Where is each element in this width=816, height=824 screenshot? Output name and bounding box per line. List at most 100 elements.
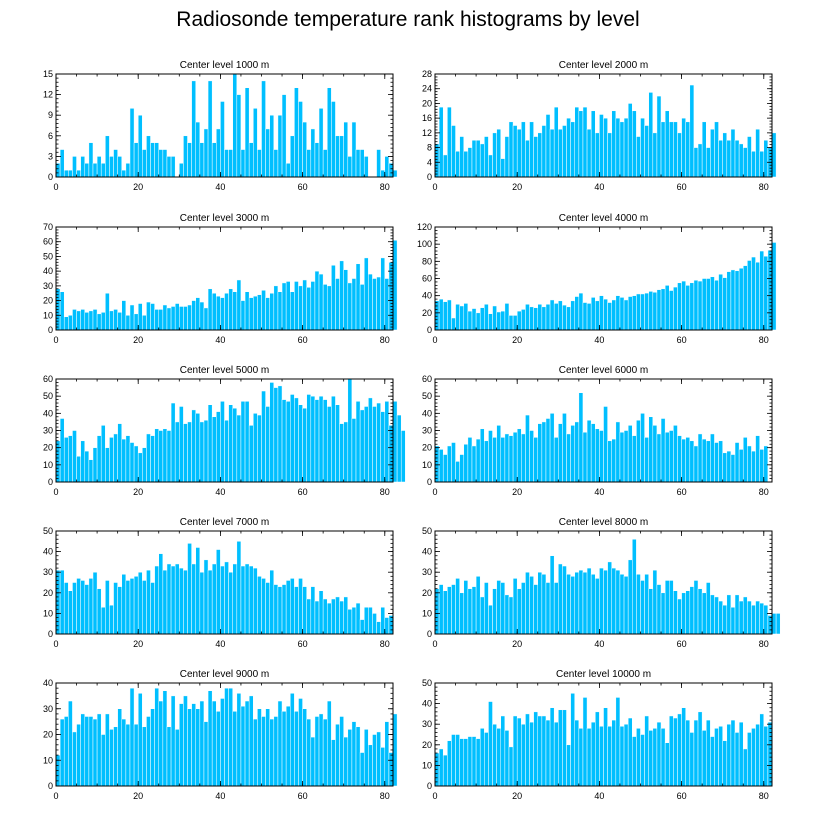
histogram-bar: [611, 299, 617, 331]
histogram-bar: [595, 428, 600, 483]
histogram-bar: [734, 270, 740, 331]
histogram-bar: [199, 700, 205, 787]
histogram-bar: [129, 108, 135, 178]
histogram-bar: [475, 438, 481, 483]
histogram-bar: [574, 421, 580, 483]
histogram-bar: [183, 569, 188, 635]
histogram-bar: [660, 288, 666, 331]
histogram-bar: [693, 445, 699, 483]
histogram-bar: [220, 297, 225, 331]
histogram-bar: [632, 538, 637, 635]
histogram-bar: [191, 563, 196, 635]
histogram-bar: [277, 114, 283, 178]
histogram-bar: [88, 459, 94, 483]
histogram-bar: [100, 606, 106, 635]
histogram-bar: [290, 135, 295, 178]
histogram-bar: [652, 728, 658, 787]
histogram-bar: [681, 280, 686, 331]
histogram-bar: [236, 693, 242, 787]
x-tick-label: 0: [432, 487, 437, 497]
histogram-bar: [216, 711, 221, 787]
y-tick-label: 0: [48, 629, 53, 639]
x-tick-label: 40: [594, 182, 604, 192]
histogram-bar: [607, 726, 612, 787]
y-tick-label: 4: [427, 157, 432, 167]
y-tick-label: 20: [422, 740, 432, 750]
histogram-bar: [298, 404, 303, 483]
histogram-bar: [347, 729, 353, 787]
histogram-bar: [232, 407, 238, 483]
histogram-bar: [578, 292, 584, 331]
histogram-bar: [763, 604, 769, 635]
histogram-bar: [582, 571, 588, 635]
histogram-bar: [257, 708, 262, 787]
histogram-bar: [224, 292, 229, 331]
histogram-bar: [117, 708, 123, 787]
histogram-panel: Center level 1000 m 0 3 6 9 12 15 0 20 40 60 80: [43, 60, 398, 192]
histogram-bar: [644, 292, 649, 331]
y-tick-label: 10: [43, 460, 53, 470]
histogram-bar: [281, 94, 287, 178]
histogram-bar: [673, 121, 678, 178]
histogram-bar: [570, 693, 575, 787]
panel-title: Center level 5000 m: [180, 365, 270, 376]
x-tick-label: 60: [677, 182, 687, 192]
histogram-bar: [500, 310, 506, 331]
histogram-bar: [269, 718, 275, 787]
histogram-bar: [627, 559, 633, 635]
histogram-bar: [179, 163, 184, 178]
histogram-bar: [693, 719, 699, 787]
histogram-bar: [611, 567, 617, 635]
histogram-bar: [710, 128, 715, 178]
histogram-bar: [187, 708, 192, 787]
histogram-bar: [372, 278, 377, 331]
histogram-bar: [76, 578, 81, 635]
histogram-bar: [277, 586, 283, 635]
histogram-bar: [363, 257, 369, 331]
histogram-bar: [265, 406, 270, 483]
histogram-bar: [488, 313, 493, 331]
histogram-bar: [113, 433, 118, 483]
histogram-bar: [80, 713, 86, 787]
histogram-bar: [479, 428, 485, 483]
histogram-bar: [726, 139, 732, 178]
histogram-bar: [92, 447, 98, 483]
histogram-bar: [269, 382, 275, 483]
histogram-bar: [512, 578, 518, 635]
histogram-bar: [285, 705, 291, 787]
histogram-bar: [623, 723, 629, 787]
histogram-bar: [722, 132, 728, 178]
histogram-panel: Center level 7000 m 0 10 20 30 40 50 0 20 40 60 80: [43, 517, 394, 649]
histogram-bar: [619, 726, 625, 787]
x-tick-label: 20: [512, 487, 522, 497]
histogram-bar: [755, 723, 760, 787]
histogram-bar: [714, 728, 719, 787]
histogram-bar: [751, 728, 756, 787]
histogram-bar: [734, 442, 740, 483]
histogram-bar: [347, 609, 353, 635]
histogram-bar: [290, 394, 295, 483]
histogram-bar: [261, 80, 266, 178]
histogram-bar: [183, 423, 188, 483]
histogram-bar: [199, 571, 205, 635]
histogram-bar: [179, 406, 184, 483]
histogram-bar: [261, 290, 266, 331]
histogram-bar: [154, 565, 159, 635]
histogram-bar: [318, 590, 324, 635]
histogram-bar: [310, 128, 316, 178]
histogram-bar: [701, 730, 707, 787]
y-tick-label: 0: [427, 172, 432, 182]
x-tick-label: 80: [759, 791, 769, 801]
histogram-bar: [248, 142, 254, 178]
histogram-bar: [504, 730, 510, 787]
y-tick-label: 3: [48, 151, 53, 161]
histogram-bar: [664, 285, 670, 331]
histogram-bar: [129, 687, 135, 787]
histogram-bar: [636, 419, 641, 483]
histogram-bar: [549, 128, 555, 178]
histogram-bar: [335, 135, 340, 178]
histogram-bar: [718, 440, 723, 483]
x-tick-label: 80: [380, 791, 390, 801]
y-tick-label: 30: [422, 567, 432, 577]
histogram-bar: [277, 291, 283, 331]
